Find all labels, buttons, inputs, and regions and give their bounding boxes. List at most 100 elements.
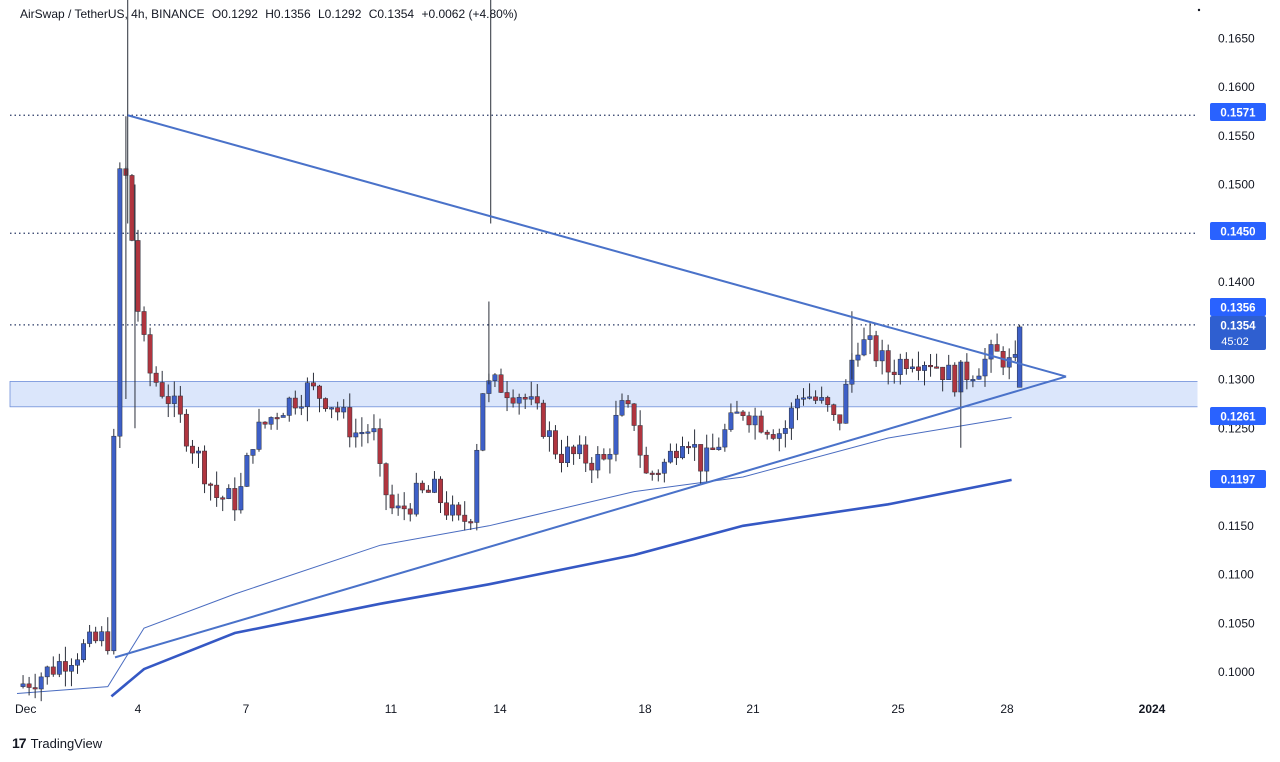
candle	[994, 333, 1000, 352]
candle	[117, 162, 123, 449]
price-tag-last: 0.1354 45:02	[1210, 316, 1266, 350]
candle	[292, 390, 298, 415]
price-tag-1261: 0.1261	[1210, 407, 1266, 425]
countdown: 45:02	[1221, 336, 1249, 348]
candle	[1006, 348, 1012, 380]
candle	[764, 429, 770, 440]
candle	[38, 672, 44, 702]
candle	[226, 484, 232, 500]
candle	[208, 482, 214, 501]
candle	[546, 421, 552, 452]
triangle-upper-line[interactable]	[127, 114, 1067, 378]
price-axis[interactable]: 0.10000.10500.11000.11500.12500.13000.14…	[1218, 31, 1255, 679]
candle	[1000, 346, 1006, 376]
candle	[952, 362, 958, 397]
ohlc-close: C0.1354	[368, 7, 415, 21]
candle	[843, 379, 849, 424]
candle	[383, 462, 389, 511]
candle	[740, 410, 746, 421]
candle	[171, 381, 177, 418]
candle	[934, 353, 940, 369]
candle	[970, 375, 976, 388]
time-tick-label: 18	[638, 702, 652, 716]
symbol-title: AirSwap / TetherUS, 4h, BINANCE	[20, 7, 205, 21]
candle	[716, 437, 722, 451]
candle	[637, 410, 643, 468]
candle	[274, 412, 280, 430]
time-tick-label: 2024	[1139, 702, 1166, 716]
candle	[782, 420, 788, 448]
price-tick-label: 0.1300	[1218, 373, 1255, 387]
price-tick-label: 0.1500	[1218, 178, 1255, 192]
candle	[323, 397, 329, 412]
candle	[335, 401, 341, 421]
candle	[540, 399, 546, 439]
candle	[655, 469, 661, 482]
price-change: +0.0062 (+4.80%)	[421, 7, 518, 21]
candle	[304, 377, 310, 422]
candle	[401, 492, 407, 521]
candle	[940, 366, 946, 392]
candle	[770, 429, 776, 441]
candle	[692, 429, 698, 461]
time-tick-label: Dec	[15, 702, 36, 716]
price-tick-label: 0.1150	[1218, 519, 1254, 533]
candle	[44, 665, 50, 685]
candle	[589, 457, 595, 483]
moving-average-fast	[16, 417, 1012, 694]
candle	[69, 658, 74, 687]
candle	[583, 436, 589, 472]
tradingview-brand[interactable]: 17 TradingView	[12, 735, 102, 751]
candle	[879, 339, 885, 375]
candle	[631, 403, 637, 431]
candle	[855, 342, 861, 367]
candle	[165, 384, 171, 418]
candle	[238, 472, 244, 514]
candle	[56, 653, 62, 678]
candle	[377, 418, 383, 477]
time-tick-label: 7	[243, 702, 250, 716]
candle	[577, 435, 583, 460]
time-axis[interactable]: Dec 4 7 11 14 18 21 25 28 2024	[15, 702, 1166, 716]
candle	[728, 403, 734, 432]
triangle-lower-line[interactable]	[114, 375, 1067, 659]
candle	[462, 501, 468, 531]
candle	[183, 409, 189, 452]
candle	[1012, 340, 1018, 362]
candles	[20, 0, 1023, 702]
candle	[432, 471, 437, 494]
svg-text:0.1261: 0.1261	[1220, 412, 1256, 424]
candle	[795, 395, 800, 421]
price-tick-label: 0.1100	[1218, 568, 1254, 582]
candle	[976, 368, 982, 380]
ohlc-open: O0.1292	[211, 7, 258, 21]
candle	[498, 368, 504, 393]
candle	[26, 676, 32, 696]
candle	[20, 675, 26, 689]
svg-text:0.1354: 0.1354	[1220, 321, 1256, 333]
candle	[492, 373, 498, 388]
candle	[153, 366, 159, 387]
candle	[341, 399, 347, 419]
price-tick-label: 0.1550	[1218, 129, 1255, 143]
candle	[819, 386, 825, 404]
candle	[873, 330, 879, 367]
candle	[395, 493, 401, 516]
price-tag-ma: 0.1197	[1210, 470, 1266, 488]
candle	[680, 436, 685, 460]
candle	[196, 446, 201, 469]
candle	[111, 428, 117, 655]
candle	[105, 617, 111, 655]
candle	[147, 327, 153, 387]
candle	[891, 359, 897, 384]
candle	[613, 400, 619, 462]
candle	[311, 372, 316, 391]
candle	[389, 484, 395, 515]
candle	[565, 435, 570, 468]
candle	[444, 491, 450, 520]
price-tag-1450: 0.1450	[1210, 222, 1266, 240]
time-tick-label: 11	[385, 702, 398, 716]
candle	[831, 403, 837, 421]
level-lines	[10, 114, 1198, 326]
